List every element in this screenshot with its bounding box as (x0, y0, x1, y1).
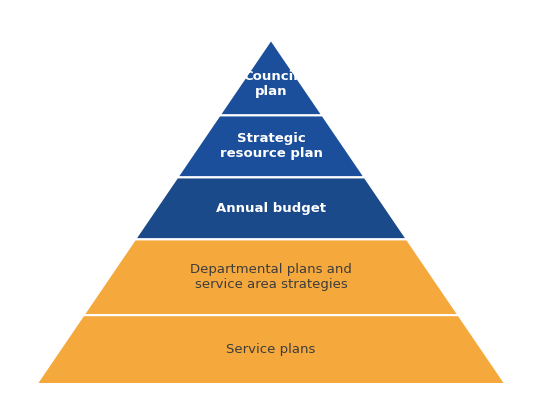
Polygon shape (135, 177, 407, 239)
Polygon shape (177, 115, 365, 177)
Text: Departmental plans and
service area strategies: Departmental plans and service area stra… (190, 263, 352, 291)
Text: Strategic
resource plan: Strategic resource plan (220, 133, 322, 160)
Text: Service plans: Service plans (227, 343, 315, 356)
Polygon shape (220, 39, 322, 115)
Text: Council
plan: Council plan (243, 70, 299, 98)
Text: Annual budget: Annual budget (216, 202, 326, 215)
Polygon shape (36, 315, 506, 384)
Polygon shape (83, 239, 459, 315)
